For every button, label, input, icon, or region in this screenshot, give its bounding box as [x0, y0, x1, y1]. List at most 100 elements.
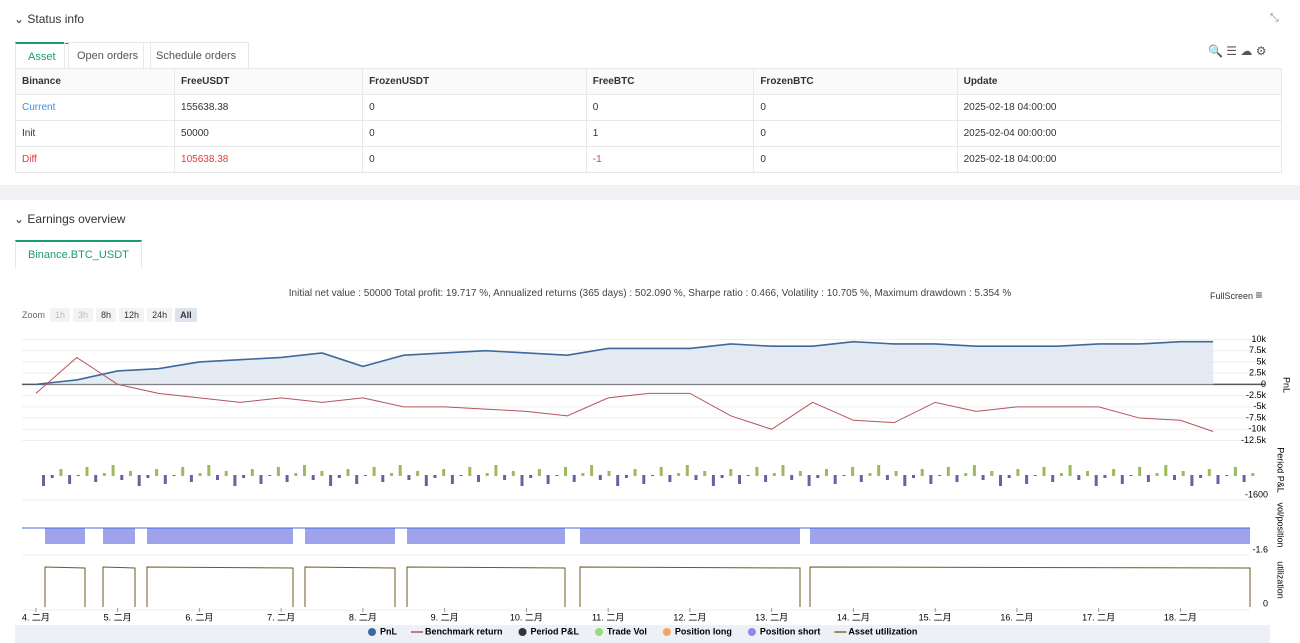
period-bar	[546, 475, 550, 484]
legend-label: Trade Vol	[607, 626, 647, 636]
sub-axis-title: utilization	[1276, 561, 1286, 599]
y-tick-label: 10k	[1251, 334, 1266, 344]
sub-tick-label: -1.6	[1252, 544, 1268, 554]
period-bar	[346, 469, 350, 476]
period-bar	[720, 475, 724, 478]
benchmark-line	[35, 356, 1214, 433]
table-row: Current 155638.38 0 0 0 2025-02-18 04:00:00	[14, 94, 1283, 121]
period-bar	[694, 475, 698, 480]
period-bar	[833, 475, 837, 484]
period-bar	[285, 475, 289, 482]
header-cell: FreeBTC	[585, 68, 755, 95]
table-cell: Diff	[14, 146, 176, 173]
period-bar	[555, 475, 559, 476]
x-tick-label: 12. 二月	[673, 612, 706, 622]
pnl-area	[35, 341, 1214, 385]
y-tick-label: 0	[1261, 379, 1266, 389]
status-title[interactable]: ⌄ Status info	[14, 12, 85, 26]
tab[interactable]: Schedule orders	[143, 42, 250, 70]
period-bar	[320, 471, 324, 476]
period-bar	[764, 475, 768, 482]
period-bar	[485, 473, 489, 476]
period-bar	[1094, 475, 1098, 486]
zoom-button[interactable]: 1h	[50, 308, 71, 322]
tab[interactable]: Open orders	[64, 42, 152, 70]
position-short	[147, 528, 293, 544]
legend-bg	[15, 625, 1270, 643]
table-cell: 50000	[174, 120, 364, 147]
period-bar	[268, 475, 272, 476]
sub-axis-title: Period P&L	[1276, 447, 1286, 493]
period-bar	[572, 475, 576, 482]
period-bar	[1138, 467, 1142, 476]
period-bar	[894, 471, 898, 476]
title: Status info	[27, 12, 85, 26]
period-bar	[303, 465, 306, 476]
period-bar	[1025, 475, 1029, 484]
period-bar	[659, 467, 663, 476]
position-short	[305, 528, 395, 544]
period-bar	[729, 469, 733, 476]
fullscreen[interactable]: FullScreen ≡	[1210, 288, 1263, 302]
utilization-line	[304, 566, 396, 607]
period-bar	[598, 475, 602, 480]
period-bar	[1207, 469, 1211, 476]
period-bar	[424, 475, 428, 486]
zoom-button[interactable]: 8h	[96, 308, 117, 322]
tab[interactable]: Binance.BTC_USDT	[15, 240, 142, 268]
legend-label: Asset utilization	[848, 626, 917, 636]
position-short	[45, 528, 85, 544]
period-bar	[155, 469, 159, 476]
period-bar	[120, 475, 124, 480]
period-bar	[711, 475, 715, 486]
period-bar	[685, 465, 689, 476]
period-bar	[216, 475, 219, 480]
earnings-panel: ⌄ Earnings overview Binance.BTC_USDT Ini…	[0, 200, 1300, 643]
period-bar	[738, 475, 741, 484]
x-tick-label: 9. 二月	[431, 612, 459, 622]
sub-tick-label: -1600	[1245, 489, 1268, 499]
utilization-line	[406, 566, 566, 607]
period-bar	[964, 473, 968, 476]
utilization-line	[44, 566, 86, 607]
earnings-title[interactable]: ⌄ Earnings overview	[14, 212, 126, 226]
tab[interactable]: Asset	[15, 42, 69, 70]
asset-table: Binance FreeUSDT FrozenUSDT FreeBTC FrozenBT…	[14, 68, 1283, 173]
period-bar	[1129, 475, 1133, 476]
period-bar	[990, 471, 994, 476]
collapse-icon[interactable]: ⤡	[1270, 12, 1279, 24]
zoom-button[interactable]: 24h	[147, 308, 173, 322]
period-bar	[1181, 471, 1185, 476]
legend-label: Benchmark return	[425, 626, 503, 636]
x-tick-label: 14. 二月	[837, 612, 870, 622]
zoom-button[interactable]: All	[175, 308, 197, 322]
period-bar	[868, 473, 872, 476]
toolbar-icons[interactable]: 🔍 ☰ ☁ ⚙	[1208, 44, 1267, 58]
period-bar	[181, 467, 185, 476]
table-cell: 0	[753, 120, 958, 147]
x-tick-label: 5. 二月	[104, 612, 132, 622]
utilization-line	[102, 566, 136, 607]
y-tick-label: -7.5k	[1246, 412, 1267, 422]
period-bar	[242, 475, 246, 478]
table-cell: 105638.38	[174, 146, 364, 173]
period-bar	[416, 471, 420, 476]
table-cell: 0	[585, 94, 755, 121]
fullscreen-label: FullScreen	[1210, 291, 1254, 301]
sub-tick-label: 0	[1263, 598, 1268, 608]
zoom-button[interactable]: 3h	[73, 308, 94, 322]
status-panel: ⌄ Status info ⤡ Asset Open orders Schedu…	[0, 0, 1300, 185]
table-cell: Current	[14, 94, 176, 121]
header-cell: FreeUSDT	[174, 68, 364, 95]
zoom-button[interactable]: 12h	[119, 308, 145, 322]
period-bar	[529, 475, 533, 478]
utilization-line	[146, 566, 294, 607]
table-cell: 1	[585, 120, 755, 147]
period-bar	[859, 475, 863, 482]
x-tick-label: 11. 二月	[592, 612, 624, 622]
legend-symbol	[368, 628, 376, 636]
period-bar	[372, 467, 376, 476]
period-bar	[42, 475, 45, 486]
period-bar	[163, 475, 167, 484]
title: Earnings overview	[27, 212, 126, 226]
